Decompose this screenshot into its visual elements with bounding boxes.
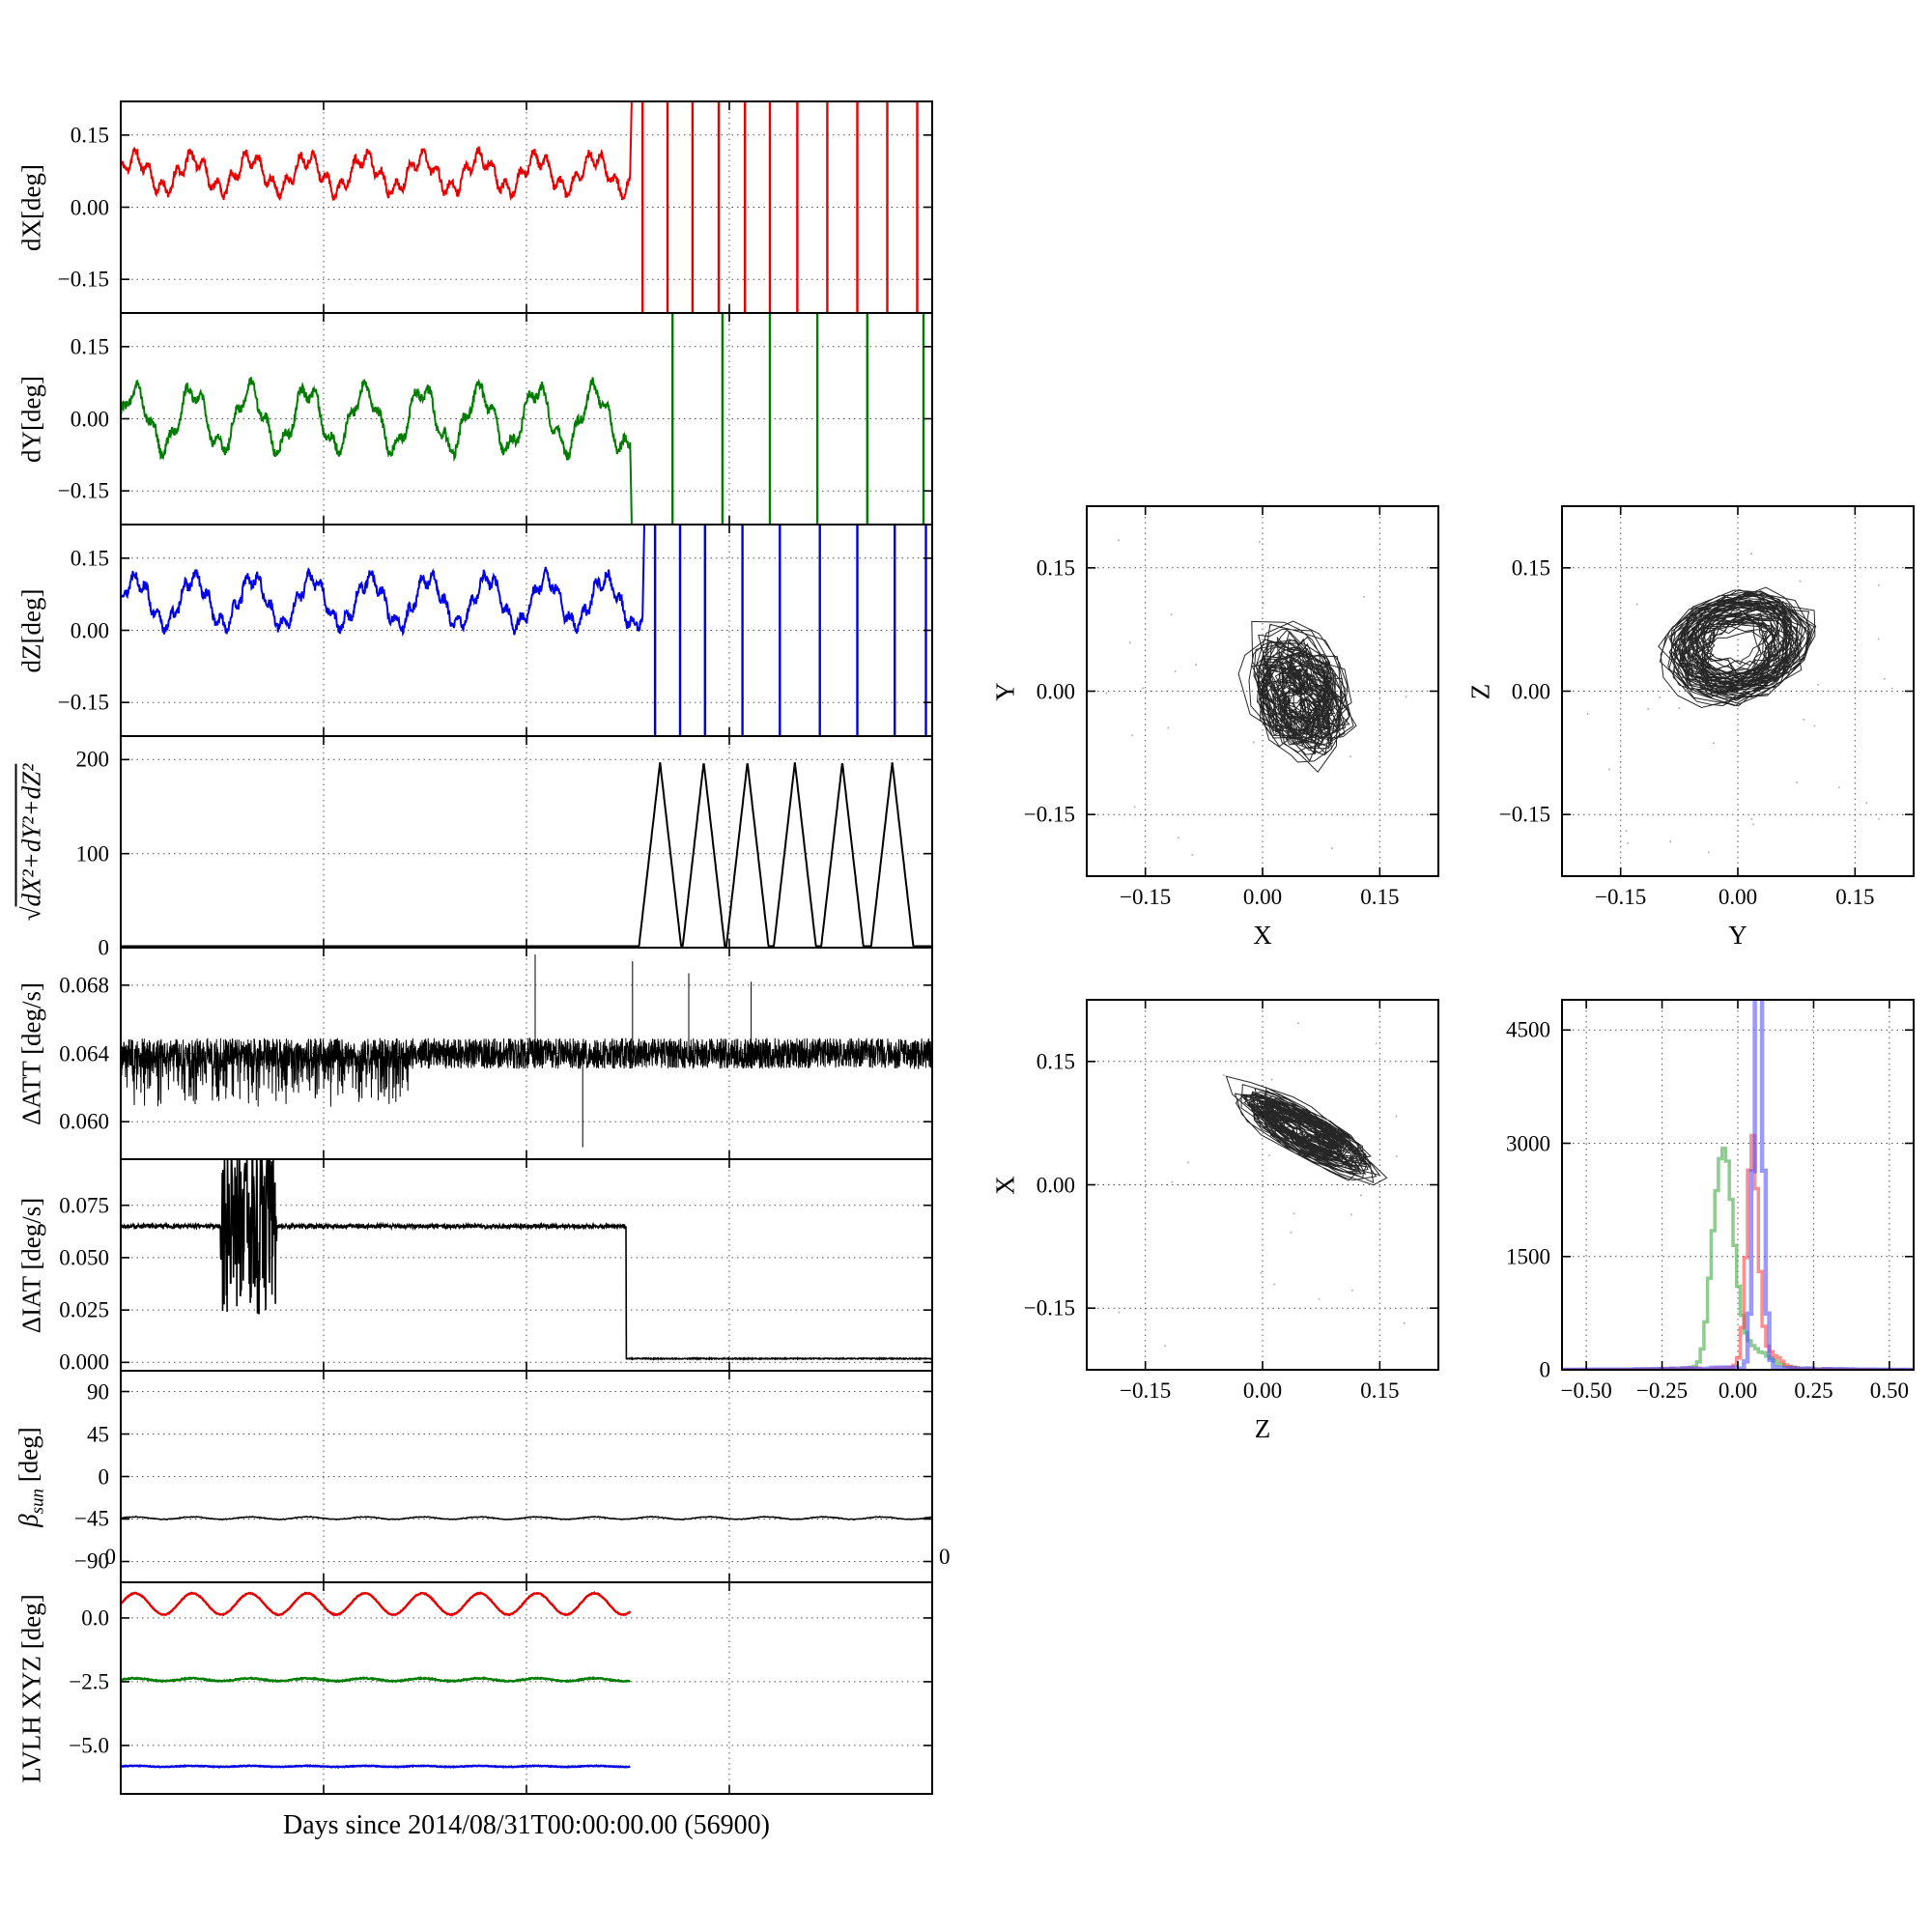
ytick-label: 0.0 <box>81 1605 109 1631</box>
y-axis-title-part: dX²+dY²+dZ² <box>16 763 46 906</box>
y-axis-title-part: LVLH XYZ [deg] <box>16 1593 46 1783</box>
ytick-label: −90 <box>74 1548 109 1574</box>
y-axis-title: dY[deg] <box>16 375 46 463</box>
ytick-label: −0.15 <box>1023 1295 1075 1321</box>
ytick-label: 0.075 <box>59 1193 109 1218</box>
ytick-label: −45 <box>74 1506 109 1531</box>
y-axis-title: ΔIAT [deg/s] <box>16 1197 46 1333</box>
ytick-label: −0.15 <box>1498 802 1550 827</box>
xtick-label: 0.00 <box>1242 1378 1283 1403</box>
subplot-lvlh: 0.0 −2.5 −5.0 LVLH XYZ [deg] <box>17 1581 933 1795</box>
ytick-label: 1500 <box>1506 1244 1550 1269</box>
ytick-label: −5.0 <box>69 1733 109 1758</box>
x-axis-label: Days since 2014/08/31T00:00:00.00 (56900… <box>283 1810 770 1840</box>
xtick-label: 0.15 <box>1835 885 1875 909</box>
ytick-label: 0.00 <box>1036 679 1075 703</box>
x-axis-title: X <box>1253 921 1272 950</box>
ytick-label: 0.15 <box>1036 1049 1075 1074</box>
ytick-label: 45 <box>87 1422 109 1446</box>
subplot-szx: −0.15 0.00 0.15 −0.15 0.00 0.15 X Z <box>991 999 1439 1442</box>
ytick-label: 0.050 <box>59 1245 109 1270</box>
ytick-label: 0.00 <box>70 407 109 431</box>
ytick-label: 3000 <box>1506 1131 1550 1155</box>
ytick-label: −0.15 <box>1023 802 1075 827</box>
y-axis-title: LVLH XYZ [deg] <box>16 1593 46 1783</box>
subplot-iat: 0.000 0.025 0.050 0.075 ΔIAT [deg/s] <box>17 1158 933 1374</box>
ytick-label: 0.00 <box>70 195 109 219</box>
xtick-label: −0.25 <box>1635 1378 1689 1403</box>
ytick-label: 90 <box>87 1379 109 1404</box>
ytick-label: 4500 <box>1506 1017 1550 1042</box>
subplot-sxy: −0.15 0.00 0.15 −0.15 0.00 0.15 Y X <box>991 505 1439 949</box>
y-axis-title-part: √ <box>16 905 46 921</box>
xtick-label: 0.00 <box>1718 885 1758 909</box>
y-axis-title: Y <box>990 681 1020 701</box>
xtick-label: 0.15 <box>1360 885 1400 909</box>
y-axis-title: Z <box>1465 683 1495 699</box>
y-axis-title: X <box>990 1175 1020 1195</box>
axis-corner-zero-right: 0 <box>939 1545 951 1569</box>
xtick-label: −0.15 <box>1595 885 1647 909</box>
ytick-label: −0.15 <box>57 690 109 715</box>
ytick-label: 200 <box>75 747 110 772</box>
subplot-att: 0.060 0.064 0.068 ΔATT [deg/s] <box>17 947 933 1160</box>
axis-corner-zero-left: 0 <box>104 1545 117 1569</box>
ytick-label: 0.15 <box>1036 555 1075 581</box>
y-axis-title-part: dZ[deg] <box>16 588 46 672</box>
ytick-label: 0.15 <box>1511 555 1550 581</box>
ytick-label: 0.15 <box>70 123 109 148</box>
xtick-label: 0.00 <box>1242 885 1283 909</box>
subplot-dZ: −0.15 0.00 0.15 dZ[deg] <box>17 524 933 737</box>
subplot-syz: −0.15 0.00 0.15 −0.15 0.00 0.15 Z Y <box>1466 505 1915 949</box>
xtick-label: −0.15 <box>1120 885 1172 909</box>
subplot-beta: −90 −45 0 45 90 βsun [deg] <box>14 1370 933 1583</box>
ytick-label: 0.064 <box>59 1041 109 1065</box>
y-axis-title-part: Z <box>1465 683 1495 699</box>
ytick-label: 0.060 <box>59 1109 109 1134</box>
x-axis-title: Y <box>1728 921 1747 950</box>
ytick-label: 0 <box>1539 1357 1551 1382</box>
y-axis-title: βsun [deg] <box>14 1426 48 1527</box>
x-axis-title: Z <box>1254 1414 1271 1443</box>
subplot-dX: −0.15 0.00 0.15 dX[deg] <box>17 100 933 314</box>
subplot-mag: 0 100 200 √dX²+dY²+dZ² <box>17 735 933 959</box>
y-axis-title: √dX²+dY²+dZ² <box>16 763 46 921</box>
ytick-label: 0.15 <box>70 546 109 571</box>
ytick-label: −0.15 <box>57 478 109 503</box>
y-axis-title-part: β <box>14 1513 43 1527</box>
xtick-label: 0.50 <box>1869 1378 1910 1403</box>
y-axis-title: dX[deg] <box>16 163 46 251</box>
y-axis-title-part: X <box>990 1175 1020 1195</box>
xtick-label: 0.25 <box>1794 1378 1833 1403</box>
ytick-label: 0.15 <box>70 334 109 359</box>
subplot-dY: −0.15 0.00 0.15 dY[deg] <box>17 312 933 526</box>
ytick-label: 0.00 <box>70 618 109 642</box>
ytick-label: 100 <box>75 841 110 867</box>
ytick-label: 0.025 <box>59 1297 109 1322</box>
ytick-label: 0 <box>98 1464 110 1489</box>
y-axis-title: ΔATT [deg/s] <box>16 981 46 1125</box>
y-axis-title: dZ[deg] <box>16 588 46 672</box>
y-axis-title-part: dY[deg] <box>16 375 46 463</box>
y-axis-title-part: ΔIAT [deg/s] <box>16 1197 46 1333</box>
ytick-label: 0 <box>98 935 110 960</box>
y-axis-title-part: sun <box>27 1488 48 1514</box>
xtick-label: −0.50 <box>1560 1378 1612 1403</box>
y-axis-title-part: dX[deg] <box>16 163 46 251</box>
ytick-label: −0.15 <box>57 267 109 292</box>
subplot-hist: 0 1500 3000 4500 −0.50 −0.25 0.00 0.25 0.50 <box>1506 999 1915 1402</box>
y-axis-title-part: [deg] <box>14 1426 43 1489</box>
ytick-label: 0.068 <box>59 973 109 998</box>
y-axis-title-part: Y <box>990 681 1020 701</box>
ytick-label: 0.000 <box>59 1350 109 1375</box>
ytick-label: 0.00 <box>1036 1173 1075 1197</box>
xtick-label: −0.15 <box>1120 1378 1172 1403</box>
ytick-label: −2.5 <box>69 1669 109 1694</box>
xtick-label: 0.00 <box>1718 1378 1758 1403</box>
ytick-label: 0.00 <box>1511 679 1550 703</box>
xtick-label: 0.15 <box>1360 1378 1400 1403</box>
y-axis-title-part: ΔATT [deg/s] <box>16 981 46 1125</box>
